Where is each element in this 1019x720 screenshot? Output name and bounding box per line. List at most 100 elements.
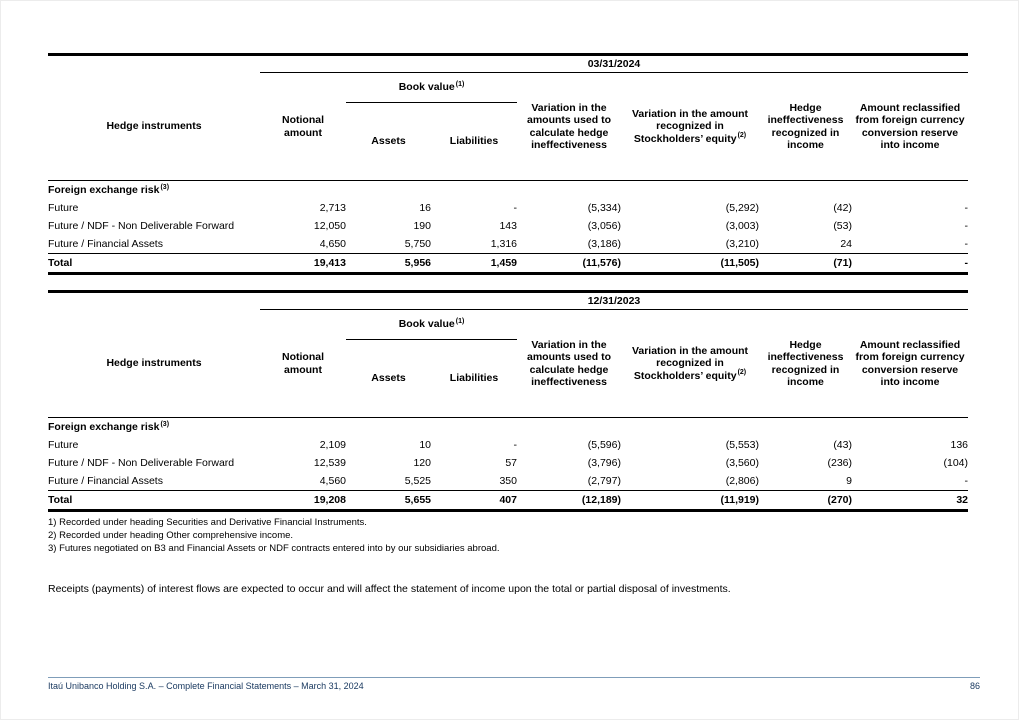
cell-variation-equity: (2,806): [725, 475, 759, 487]
cell-hedge-ineffectiveness: (43): [833, 439, 852, 451]
date-header-row: 12/31/2023: [48, 291, 969, 310]
total-amount-reclassified: -: [852, 253, 969, 274]
total-hedge-ineffectiveness: (71): [759, 253, 852, 274]
cell-liabilities: 143: [499, 220, 517, 232]
total-variation-equity: (11,505): [621, 253, 759, 274]
total-notional: 19,413: [260, 253, 346, 274]
footnote-ref-2: (2): [737, 369, 747, 377]
footnote-ref-2: (2): [737, 132, 747, 140]
col-header-hedge-ineffectiveness-income: Hedge ineffectiveness recognized in inco…: [767, 101, 844, 152]
cell-amount-reclassified: 136: [950, 439, 969, 451]
total-label: Total: [48, 490, 260, 511]
col-header-hedge-ineffectiveness-income: Hedge ineffectiveness recognized in inco…: [767, 338, 844, 389]
table-row: Future / NDF - Non Deliverable Forward 1…: [48, 217, 968, 235]
cell-hedge-ineffectiveness: (42): [833, 202, 852, 214]
total-variation-ineffectiveness: (12,189): [517, 490, 621, 511]
cell-variation-equity: (3,210): [725, 238, 759, 250]
col-header-liabilities: Liabilities: [449, 135, 499, 148]
col-header-assets: Assets: [371, 135, 406, 148]
col-header-hedge-instruments: Hedge instruments: [106, 357, 202, 369]
total-liabilities: 1,459: [431, 253, 517, 274]
hedge-table-2024: 03/31/2024 Hedge instruments Notional am…: [48, 53, 969, 275]
assets-liabilities-header-row: Assets Liabilities: [48, 103, 968, 181]
variation-equity-label: Variation in the amount recognized in St…: [631, 107, 749, 145]
cell-variation-ineffectiveness: (3,056): [587, 220, 621, 232]
col-header-liabilities: Liabilities: [449, 372, 499, 385]
cell-hedge-ineffectiveness: (53): [833, 220, 852, 232]
cell-assets: 10: [419, 439, 431, 451]
cell-assets: 190: [413, 220, 431, 232]
row-label: Future: [48, 202, 79, 214]
col-header-notional-amount: Notional amount: [282, 351, 324, 376]
book-value-label: Book value: [398, 318, 455, 331]
section-title: Foreign exchange risk: [48, 421, 160, 433]
table-row: Future 2,713 16 - (5,334) (5,292) (42) -: [48, 199, 968, 217]
cell-notional: 4,560: [319, 475, 346, 487]
cell-variation-equity: (3,003): [725, 220, 759, 232]
total-variation-equity: (11,919): [621, 490, 759, 511]
section-title: Foreign exchange risk: [48, 184, 160, 196]
hedge-table-2023: 12/31/2023 Hedge instruments Notional am…: [48, 290, 969, 512]
cell-notional: 12,050: [313, 220, 346, 232]
cell-notional: 2,109: [319, 439, 346, 451]
cell-variation-ineffectiveness: (5,334): [587, 202, 621, 214]
cell-liabilities: 57: [505, 457, 517, 469]
section-label: Foreign exchange risk(3): [48, 417, 969, 436]
cell-variation-equity: (3,560): [725, 457, 759, 469]
footnote-ref-3: (3): [160, 420, 170, 428]
cell-variation-ineffectiveness: (2,797): [587, 475, 621, 487]
total-amount-reclassified: 32: [852, 490, 969, 511]
footnote: 3) Futures negotiated on B3 and Financia…: [48, 543, 500, 554]
table-row: Future 2,109 10 - (5,596) (5,553) (43) 1…: [48, 436, 968, 454]
book-value-header-row: Hedge instruments Notional amount Book v…: [48, 72, 968, 151]
footnotes: 1) Recorded under heading Securities and…: [48, 516, 968, 555]
cell-assets: 16: [419, 202, 431, 214]
col-header-variation-equity: Variation in the amount recognized in St…: [621, 310, 759, 418]
cell-amount-reclassified: -: [964, 238, 969, 250]
cell-variation-ineffectiveness: (3,796): [587, 457, 621, 469]
blank-cell: [48, 292, 260, 310]
cell-notional: 12,539: [313, 457, 346, 469]
total-assets: 5,655: [346, 490, 431, 511]
col-header-variation-ineffectiveness: Variation in the amounts used to calcula…: [526, 101, 611, 152]
cell-amount-reclassified: -: [964, 202, 969, 214]
table-row: Future / Financial Assets 4,560 5,525 35…: [48, 472, 968, 491]
cell-liabilities: 1,316: [490, 238, 517, 250]
cell-notional: 4,650: [319, 238, 346, 250]
cell-hedge-ineffectiveness: (236): [827, 457, 852, 469]
row-label: Future / Financial Assets: [48, 238, 163, 250]
cell-liabilities: 350: [499, 475, 517, 487]
cell-hedge-ineffectiveness: 9: [846, 475, 852, 487]
body-paragraph: Receipts (payments) of interest flows ar…: [48, 583, 731, 595]
cell-hedge-ineffectiveness: 24: [840, 238, 852, 250]
page-content: 03/31/2024 Hedge instruments Notional am…: [48, 53, 969, 595]
col-header-variation-equity: Variation in the amount recognized in St…: [621, 73, 759, 181]
footnote-ref-1: (1): [455, 80, 465, 88]
period-date: 12/31/2023: [260, 291, 969, 310]
cell-variation-equity: (5,553): [725, 439, 759, 451]
total-hedge-ineffectiveness: (270): [759, 490, 852, 511]
cell-amount-reclassified: (104): [943, 457, 969, 469]
footnote: 2) Recorded under heading Other comprehe…: [48, 530, 294, 541]
total-assets: 5,956: [346, 253, 431, 274]
row-label: Future / NDF - Non Deliverable Forward: [48, 457, 235, 469]
cell-amount-reclassified: -: [964, 220, 969, 232]
cell-variation-ineffectiveness: (3,186): [587, 238, 621, 250]
col-header-notional-amount: Notional amount: [282, 114, 324, 139]
col-header-variation-ineffectiveness: Variation in the amounts used to calcula…: [526, 338, 611, 389]
blank-cell: [48, 55, 260, 73]
section-row: Foreign exchange risk(3): [48, 417, 969, 436]
cell-assets: 120: [413, 457, 431, 469]
col-header-book-value: Book value(1): [346, 309, 517, 340]
period-date: 03/31/2024: [260, 54, 969, 73]
total-row: Total 19,413 5,956 1,459 (11,576) (11,50…: [48, 253, 969, 274]
section-label: Foreign exchange risk(3): [48, 180, 969, 199]
col-header-assets: Assets: [371, 372, 406, 385]
col-header-hedge-instruments: Hedge instruments: [106, 120, 202, 132]
total-notional: 19,208: [260, 490, 346, 511]
table-spacer: [48, 275, 968, 290]
cell-liabilities: -: [513, 202, 518, 214]
cell-assets: 5,750: [404, 238, 431, 250]
footnote-ref-3: (3): [160, 183, 170, 191]
